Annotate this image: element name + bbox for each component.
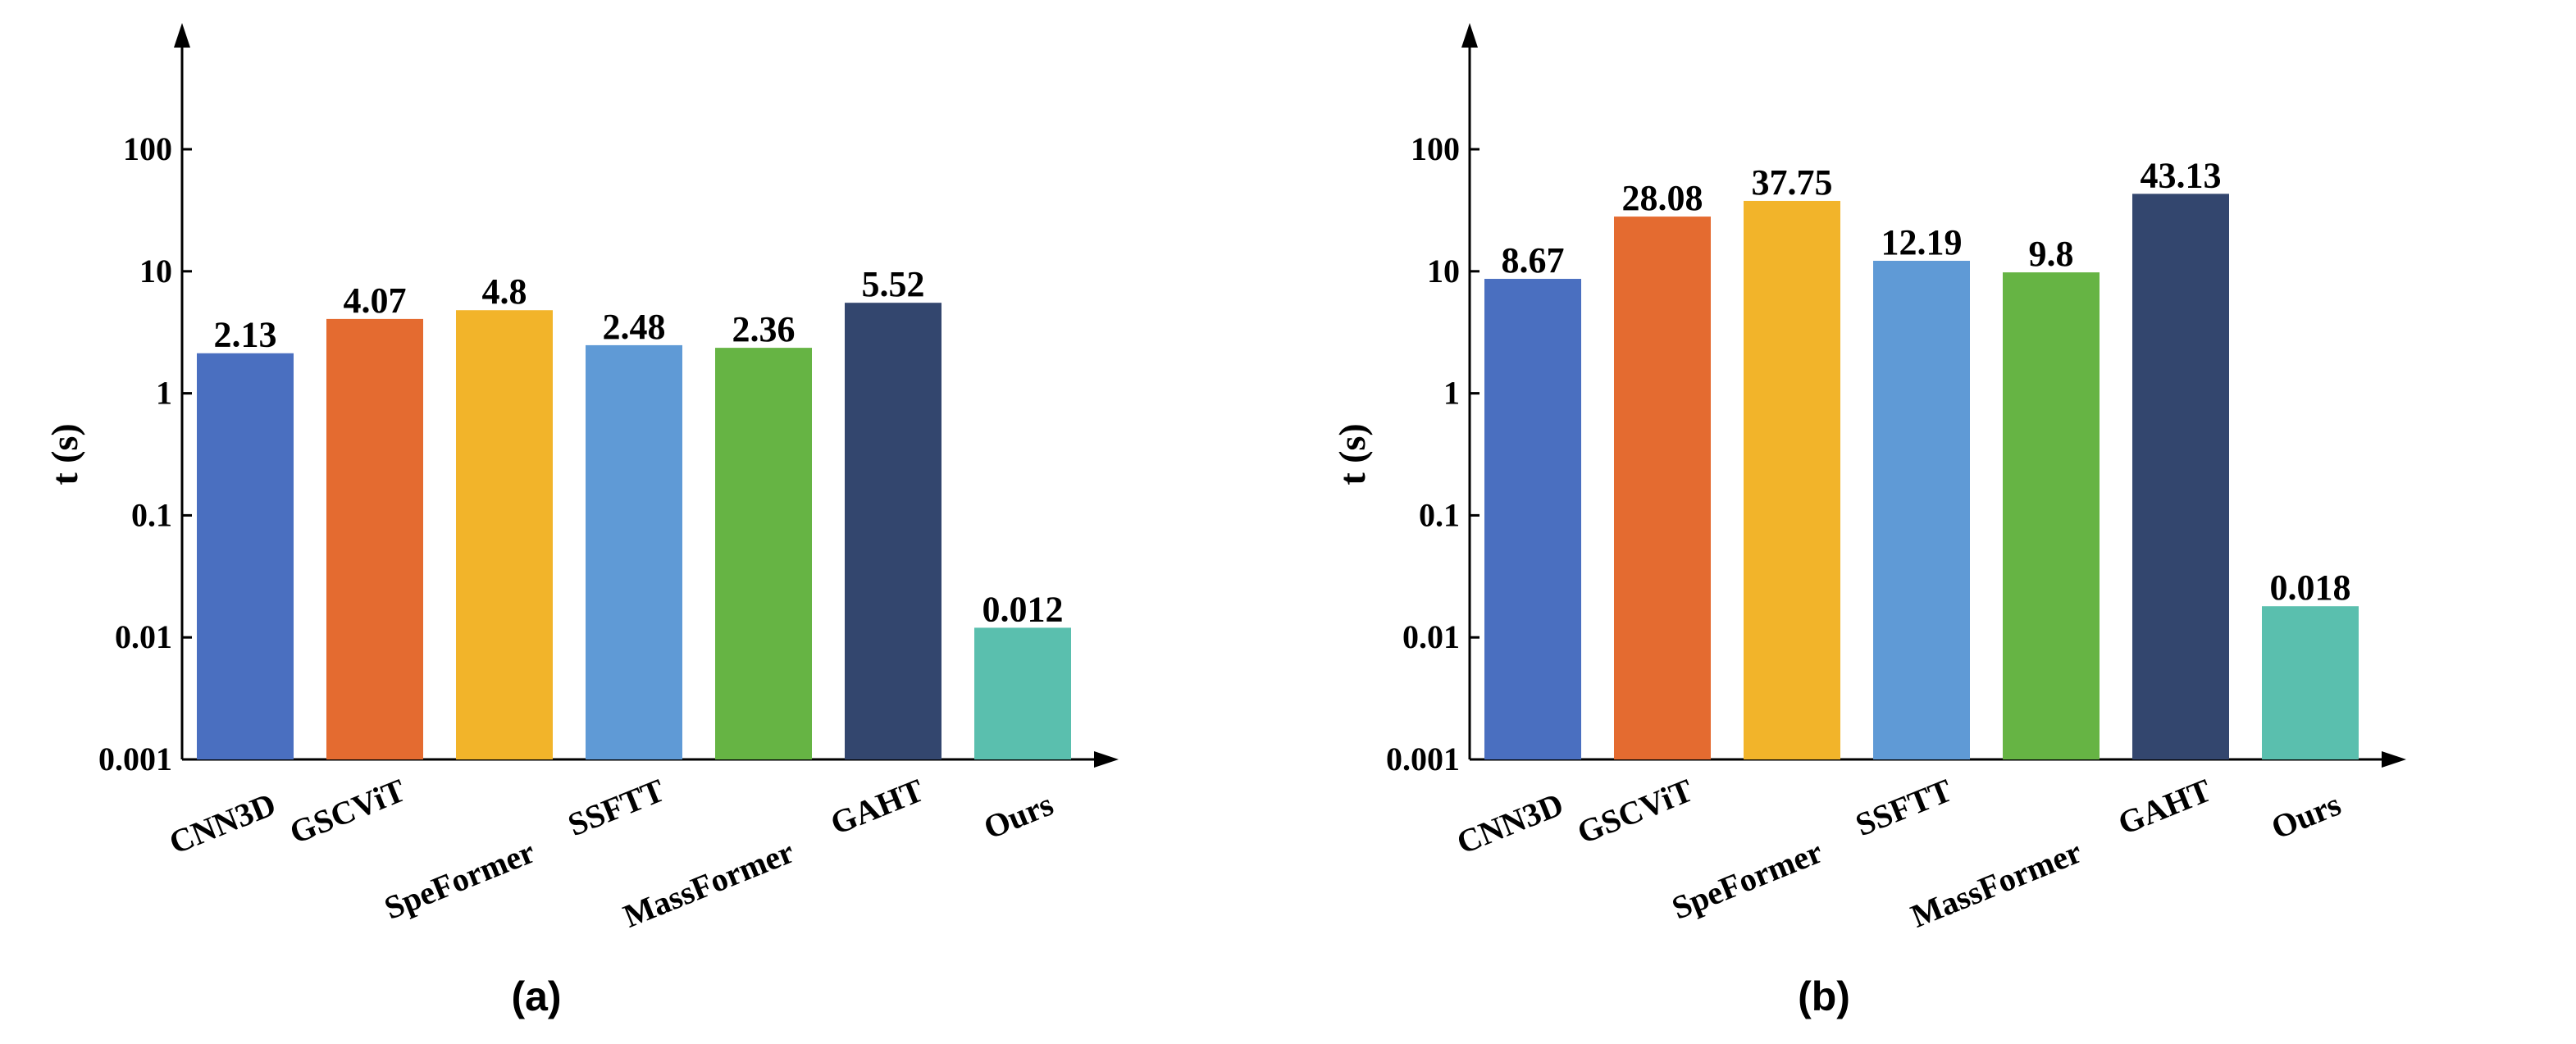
bar-massformer xyxy=(2003,272,2100,759)
x-category-label: SSFTT xyxy=(563,772,670,844)
y-tick-label: 0.1 xyxy=(131,496,172,533)
chart-a-svg: 0.001 0.01 0.1 1 10 100 t (s) 2.13 CNN3D 4.07 GSCV… xyxy=(43,23,1119,1019)
x-category-label: Ours xyxy=(978,786,1058,846)
bar-value-label: 2.48 xyxy=(603,307,666,347)
x-category-label: SpeFormer xyxy=(379,833,540,927)
chart-panel-a: 0.001 0.01 0.1 1 10 100 t (s) 2.13 CNN3D 4.07 GSCV… xyxy=(43,23,1119,1019)
y-axis-title: t (s) xyxy=(43,423,85,485)
bar-ours xyxy=(974,627,1071,759)
bar-gscvit xyxy=(1614,217,1711,760)
x-category-label: SpeFormer xyxy=(1666,833,1827,927)
bar-ours xyxy=(2262,606,2359,759)
bar-speformer xyxy=(456,310,553,759)
bar-value-label: 37.75 xyxy=(1752,162,1833,203)
bar-value-label: 0.018 xyxy=(2270,568,2351,608)
y-tick-label: 10 xyxy=(1427,253,1460,289)
y-axis-arrow xyxy=(1461,23,1478,48)
y-tick-label: 100 xyxy=(123,130,172,167)
x-category-label: CNN3D xyxy=(1452,786,1569,862)
bar-ssftt xyxy=(586,344,682,759)
bar-value-label: 2.13 xyxy=(214,315,277,355)
bar-value-label: 2.36 xyxy=(732,309,796,349)
bar-value-label: 4.8 xyxy=(482,271,527,312)
y-tick-label: 0.01 xyxy=(115,618,172,655)
y-tick-label: 0.1 xyxy=(1419,496,1460,533)
y-axis-arrow xyxy=(174,23,190,48)
y-tick-label: 0.001 xyxy=(98,741,172,777)
bar-ssftt xyxy=(1873,261,1970,759)
x-category-label: GAHT xyxy=(2113,772,2216,842)
x-axis-arrow xyxy=(1094,751,1119,768)
x-category-label: GSCViT xyxy=(285,772,411,851)
chart-b-svg: 0.001 0.01 0.1 1 10 100 t (s) 8.67 CNN3D 28.08 GSC… xyxy=(1331,23,2406,1019)
bar-value-label: 9.8 xyxy=(2029,234,2074,274)
y-tick-label: 0.01 xyxy=(1402,618,1460,655)
y-axis-title: t (s) xyxy=(1331,423,1373,485)
x-axis-arrow xyxy=(2382,751,2406,768)
x-category-label: SSFTT xyxy=(1850,772,1958,844)
bar-value-label: 8.67 xyxy=(1502,240,1565,280)
bar-gaht xyxy=(845,303,941,759)
y-tick-label: 1 xyxy=(1443,375,1460,412)
bar-value-label: 4.07 xyxy=(344,280,407,321)
bar-gscvit xyxy=(326,318,423,760)
bar-value-label: 0.012 xyxy=(983,589,1064,629)
y-tick-label: 10 xyxy=(139,253,172,289)
bar-massformer xyxy=(715,348,812,759)
chart-panel-b: 0.001 0.01 0.1 1 10 100 t (s) 8.67 CNN3D 28.08 GSC… xyxy=(1288,0,2575,1044)
bar-speformer xyxy=(1744,200,1840,759)
x-category-label: MassFormer xyxy=(618,833,800,935)
bar-cnn3d xyxy=(1484,279,1581,759)
x-category-label: Ours xyxy=(2266,786,2346,846)
x-category-label: GSCViT xyxy=(1572,772,1698,851)
panel-label: (b) xyxy=(1798,973,1850,1019)
bar-value-label: 43.13 xyxy=(2141,155,2222,195)
x-category-label: CNN3D xyxy=(164,786,281,862)
panel-label: (a) xyxy=(511,973,561,1019)
y-tick-label: 1 xyxy=(156,375,172,412)
y-tick-label: 100 xyxy=(1411,130,1460,167)
x-category-label: GAHT xyxy=(825,772,928,842)
bar-gaht xyxy=(2132,194,2229,759)
bar-value-label: 12.19 xyxy=(1881,222,1963,262)
bar-value-label: 28.08 xyxy=(1622,178,1703,218)
x-category-label: MassFormer xyxy=(1906,833,2087,935)
bar-value-label: 5.52 xyxy=(862,264,925,304)
y-tick-label: 0.001 xyxy=(1386,741,1460,777)
bar-cnn3d xyxy=(197,353,294,759)
